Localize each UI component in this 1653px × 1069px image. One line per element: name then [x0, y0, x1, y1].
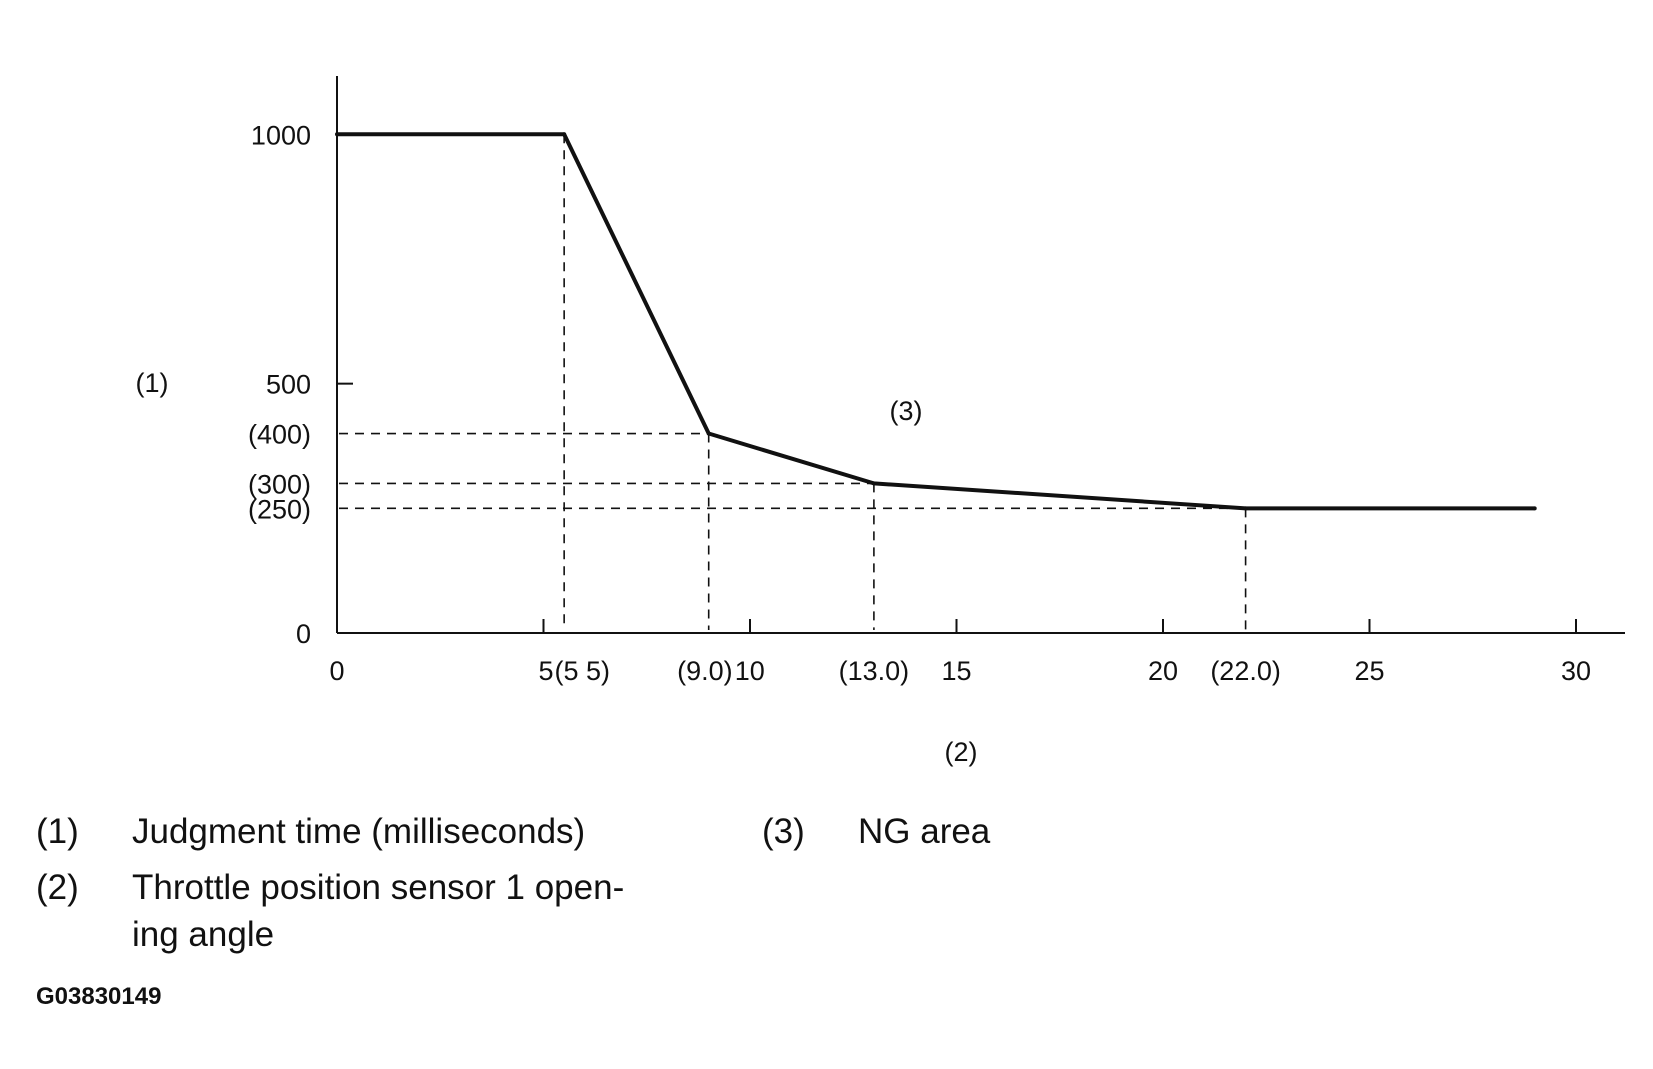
legend-number: (1) [36, 812, 79, 851]
legend-text: ing angle [132, 915, 275, 954]
legend-text: Judgment time (milliseconds) [132, 812, 586, 851]
x-tick-label: (13.0) [839, 656, 910, 686]
data-point [1532, 506, 1537, 511]
legend-number: (2) [36, 868, 79, 907]
x-tick-label: 10 [735, 656, 765, 686]
legend-item-2-continued: ing angle [36, 911, 676, 958]
x-tick-label: 5 [538, 656, 553, 686]
y-tick-label: (300) [248, 469, 311, 499]
x-tick-label: (22.0) [1210, 656, 1281, 686]
figure-id: G03830149 [36, 983, 162, 1010]
data-point [335, 132, 339, 137]
y-tick-label: 500 [266, 370, 311, 400]
legend-item-3: (3) NG area [762, 808, 1162, 855]
y-axis-label: (1) [136, 368, 169, 398]
x-axis-label: (2) [945, 737, 978, 767]
data-point [871, 481, 876, 486]
x-tick-label: 25 [1354, 656, 1384, 686]
x-tick-label: (9.0) [677, 656, 733, 686]
tick-labels: 0 5 (5 5) (9.0) 10 (13.0) 15 20 (22.0) 25 30 0 (250)… [248, 120, 1591, 686]
legend-item-2: (2) Throttle position sensor 1 open- [36, 864, 676, 911]
legend-text: NG area [858, 812, 991, 851]
legend-number: (3) [762, 812, 805, 851]
x-tick-label: 0 [329, 656, 344, 686]
axis-names: (1) (2) (3) [136, 368, 978, 767]
ng-area-label: (3) [890, 396, 923, 426]
legend-item-1: (1) Judgment time (milliseconds) [36, 808, 676, 855]
x-tick-label: 30 [1561, 656, 1591, 686]
reference-lines [339, 134, 1247, 630]
data-point [562, 132, 567, 137]
x-tick-label: 20 [1148, 656, 1178, 686]
axes [336, 76, 1625, 634]
data-point [706, 431, 711, 436]
chart: 0 5 (5 5) (9.0) 10 (13.0) 15 20 (22.0) 25 30 0 (250)… [136, 76, 1625, 767]
x-tick-label: 15 [941, 656, 971, 686]
y-tick-label: 1000 [251, 120, 311, 150]
judgment-time-line [337, 132, 1535, 511]
y-tick-label: (400) [248, 420, 311, 450]
data-point [1243, 506, 1248, 511]
y-tick-label: (250) [248, 494, 311, 524]
y-tick-label: 0 [296, 619, 311, 649]
legend-text: Throttle position sensor 1 open- [132, 868, 625, 907]
series [335, 132, 1537, 511]
x-tick-label: (5 5) [555, 656, 611, 686]
